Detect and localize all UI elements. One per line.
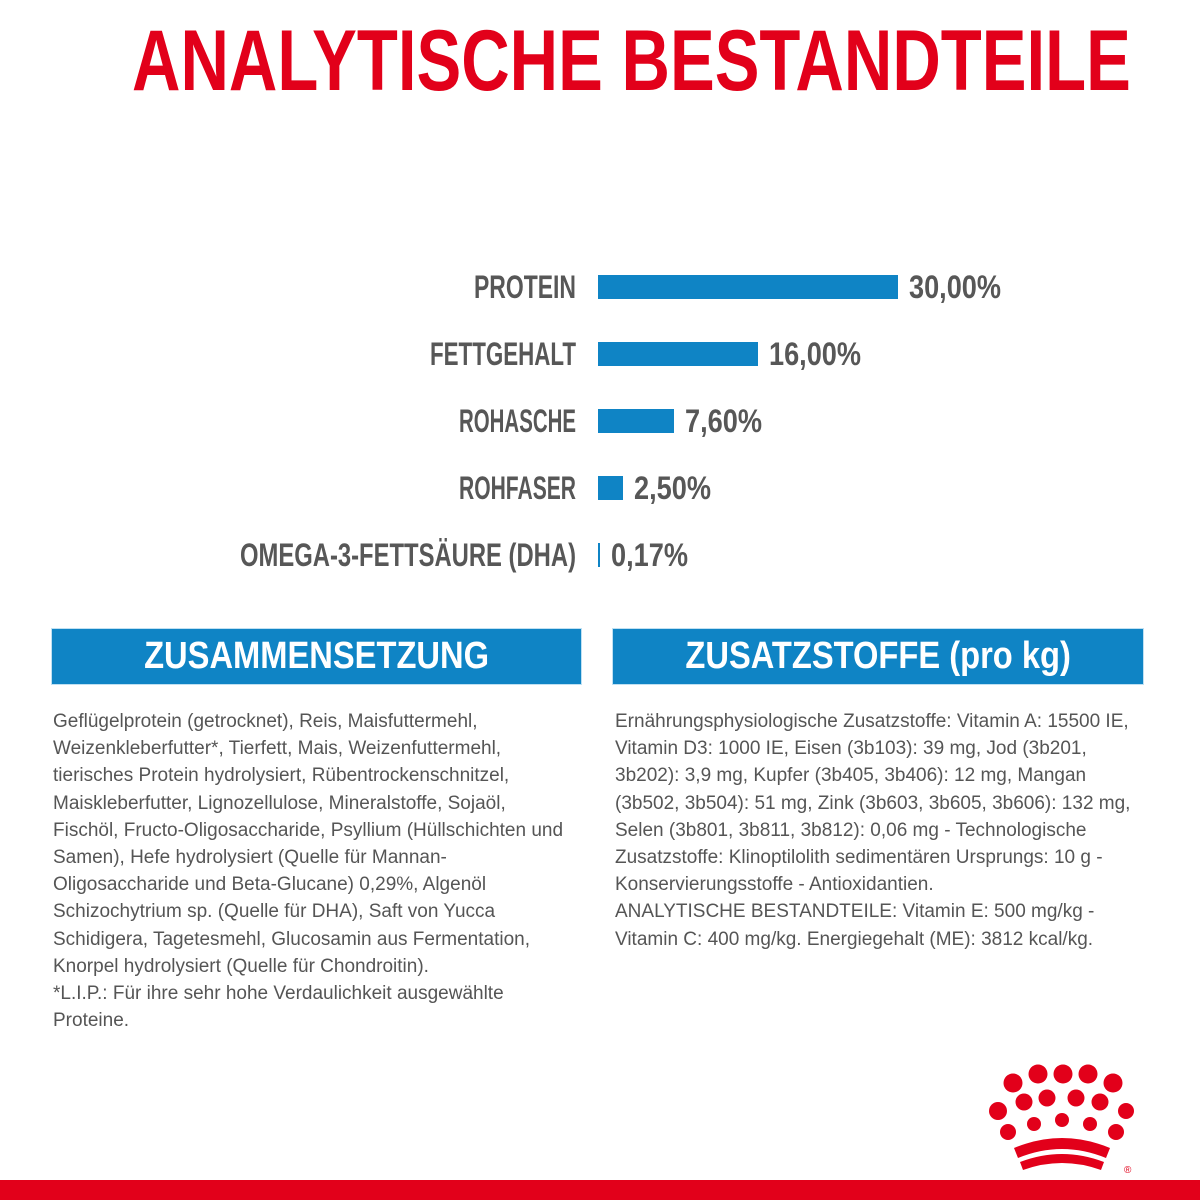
- category-label: ROHASCHE: [459, 403, 576, 439]
- value-label: 16,00%: [769, 336, 861, 372]
- value-label: 0,17%: [611, 537, 688, 573]
- royal-canin-crown-icon: ®: [989, 1064, 1134, 1176]
- registered-mark: ®: [1124, 1165, 1132, 1176]
- value-label: 30,00%: [909, 269, 1001, 305]
- additives-header: ZUSATZSTOFFE (pro kg): [612, 628, 1144, 685]
- bar: [598, 409, 674, 433]
- category-label: OMEGA-3-FETTSÄURE (DHA): [240, 537, 576, 573]
- bottom-brand-strip: [0, 1180, 1200, 1200]
- nutrient-bar-chart: PROTEIN 30,00% FETTGEHALT 16,00% ROHASCHE 7,6…: [240, 269, 1001, 573]
- value-label: 2,50%: [634, 470, 711, 506]
- category-label: PROTEIN: [474, 269, 576, 305]
- bar: [598, 476, 623, 500]
- bar: [598, 342, 758, 366]
- page-title: ANALYTISCHE BESTANDTEILE: [132, 13, 1131, 109]
- composition-header: ZUSAMMENSETZUNG: [51, 628, 582, 685]
- value-label: 7,60%: [685, 403, 762, 439]
- additives-text: Ernährungsphysiologische Zusatzstoffe: V…: [615, 711, 1131, 950]
- composition-text: Geflügelprotein (getrocknet), Reis, Mais…: [53, 711, 564, 1032]
- bar: [598, 543, 600, 567]
- additives-header-label: ZUSATZSTOFFE (pro kg): [685, 635, 1071, 677]
- category-label: ROHFASER: [459, 470, 576, 506]
- bar: [598, 275, 898, 299]
- composition-header-label: ZUSAMMENSETZUNG: [144, 635, 489, 677]
- category-label: FETTGEHALT: [430, 336, 576, 372]
